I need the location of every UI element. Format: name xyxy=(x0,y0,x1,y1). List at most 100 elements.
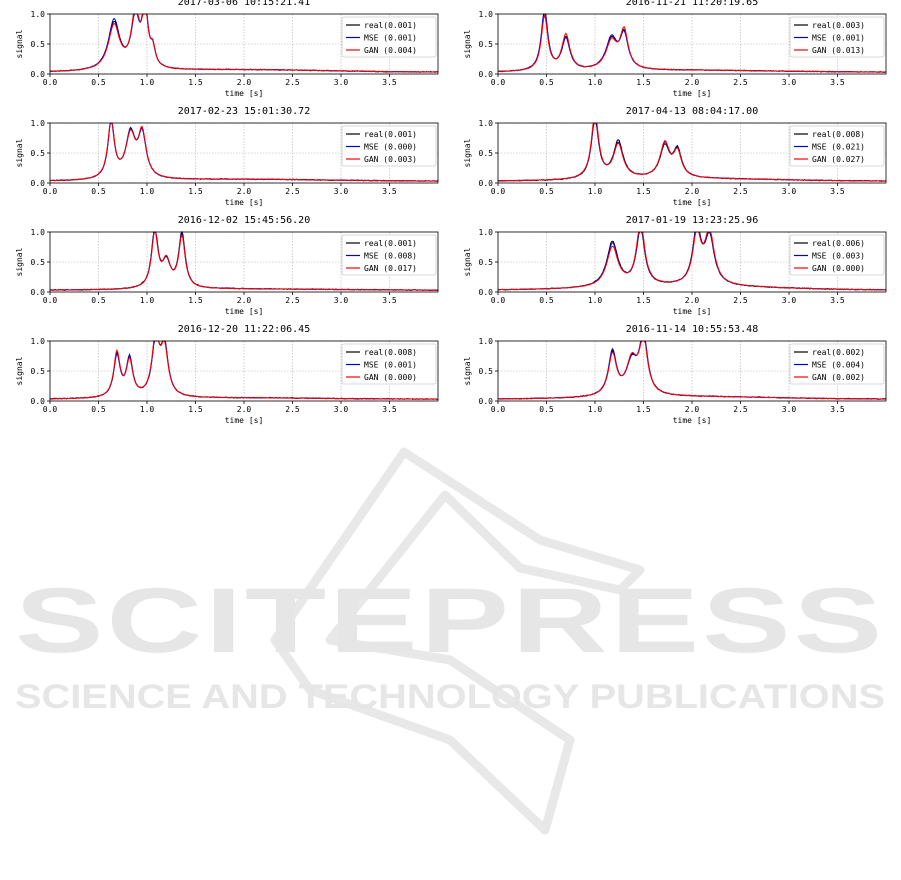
legend-label-mse: MSE (0.008) xyxy=(364,252,417,261)
x-tick-label: 1.5 xyxy=(188,296,203,305)
y-tick-label: 0.5 xyxy=(31,40,46,49)
x-tick-label: 1.0 xyxy=(140,187,155,196)
x-tick-label: 0.5 xyxy=(91,187,106,196)
y-tick-label: 1.0 xyxy=(31,337,46,346)
series-line-gan xyxy=(49,122,439,182)
chart-grid: 2017-03-06 10:15:21.41 0.0 0.5 1.0 1.5 2.0 2.5… xyxy=(0,0,898,437)
y-tick-label: 0.0 xyxy=(479,179,494,188)
legend-label-real: real(0.006) xyxy=(812,239,865,248)
x-tick-label: 2.5 xyxy=(285,187,300,196)
chart-panel: 2016-11-14 10:55:53.48 0.0 0.5 1.0 1.5 2.0 2.5… xyxy=(448,324,898,437)
y-axis-label: signal xyxy=(15,247,24,276)
chart-svg: 0.0 0.5 1.0 1.5 2.0 2.5 3.0 3.5 0.0 0.5 1.0 time [s… xyxy=(15,10,439,98)
legend-label-real: real(0.008) xyxy=(364,348,417,357)
chart-svg: 0.0 0.5 1.0 1.5 2.0 2.5 3.0 3.5 0.0 0.5 1.0 time [s… xyxy=(463,337,887,425)
x-tick-label: 1.5 xyxy=(188,187,203,196)
x-tick-label: 0.5 xyxy=(91,296,106,305)
x-tick-label: 0.0 xyxy=(43,78,58,87)
x-axis-label: time [s] xyxy=(225,198,264,207)
x-axis-label: time [s] xyxy=(673,198,712,207)
y-axis-label: signal xyxy=(463,138,472,167)
x-tick-label: 1.0 xyxy=(140,405,155,414)
x-tick-label: 1.5 xyxy=(188,405,203,414)
x-tick-label: 2.0 xyxy=(237,187,252,196)
legend-label-gan: GAN (0.027) xyxy=(812,155,865,164)
x-tick-label: 2.0 xyxy=(237,296,252,305)
x-tick-label: 1.5 xyxy=(636,78,651,87)
y-tick-label: 1.0 xyxy=(31,10,46,19)
y-axis-label: signal xyxy=(463,29,472,58)
x-tick-label: 3.0 xyxy=(334,296,349,305)
x-axis-label: time [s] xyxy=(225,89,264,98)
legend-label-gan: GAN (0.003) xyxy=(364,155,417,164)
y-axis-label: signal xyxy=(463,247,472,276)
legend-label-gan: GAN (0.000) xyxy=(364,373,417,382)
legend-label-real: real(0.002) xyxy=(812,348,865,357)
legend-box xyxy=(341,16,437,58)
chart-panel: 2016-11-21 11:20:19.65 0.0 0.5 1.0 1.5 2.0 2.5… xyxy=(448,0,898,110)
x-tick-label: 1.5 xyxy=(636,187,651,196)
x-axis-label: time [s] xyxy=(673,307,712,316)
legend-label-real: real(0.001) xyxy=(364,130,417,139)
sitepress-watermark: SCITEPRESS SCIENCE AND TECHNOLOGY PUBLIC… xyxy=(15,447,885,835)
x-tick-label: 1.5 xyxy=(188,78,203,87)
y-tick-label: 0.5 xyxy=(479,149,494,158)
x-tick-label: 3.5 xyxy=(382,78,397,87)
y-tick-label: 0.0 xyxy=(31,397,46,406)
x-tick-label: 1.0 xyxy=(588,405,603,414)
x-axis-label: time [s] xyxy=(673,89,712,98)
y-tick-label: 0.0 xyxy=(31,70,46,79)
chart-panel: 2017-01-19 13:23:25.96 0.0 0.5 1.0 1.5 2.0 2.5… xyxy=(448,215,898,328)
x-axis-label: time [s] xyxy=(673,416,712,425)
x-tick-label: 3.0 xyxy=(782,187,797,196)
y-tick-label: 1.0 xyxy=(479,228,494,237)
legend-label-gan: GAN (0.004) xyxy=(364,46,417,55)
x-tick-label: 3.0 xyxy=(782,405,797,414)
series-line-gan xyxy=(497,122,887,182)
legend-label-mse: MSE (0.001) xyxy=(812,34,865,43)
x-tick-label: 1.0 xyxy=(588,78,603,87)
x-tick-label: 0.0 xyxy=(43,405,58,414)
y-tick-label: 1.0 xyxy=(479,337,494,346)
y-tick-label: 0.5 xyxy=(31,367,46,376)
x-tick-label: 3.0 xyxy=(782,296,797,305)
x-tick-label: 2.0 xyxy=(685,187,700,196)
x-tick-label: 1.0 xyxy=(140,296,155,305)
series-line-gan xyxy=(497,340,887,400)
y-tick-label: 0.0 xyxy=(479,70,494,79)
x-tick-label: 1.5 xyxy=(636,296,651,305)
legend-label-mse: MSE (0.021) xyxy=(812,143,865,152)
legend-label-real: real(0.008) xyxy=(812,130,865,139)
x-tick-label: 2.0 xyxy=(685,405,700,414)
y-tick-label: 1.0 xyxy=(479,119,494,128)
x-tick-label: 3.0 xyxy=(782,78,797,87)
legend-box xyxy=(789,125,885,167)
legend-box xyxy=(341,234,437,276)
y-axis-label: signal xyxy=(15,138,24,167)
x-tick-label: 2.0 xyxy=(237,405,252,414)
y-tick-label: 1.0 xyxy=(479,10,494,19)
chart-panel: 2016-12-20 11:22:06.45 0.0 0.5 1.0 1.5 2.0 2.5… xyxy=(0,324,450,437)
y-axis-label: signal xyxy=(15,356,24,385)
legend-label-mse: MSE (0.004) xyxy=(812,361,865,370)
series-line-gan xyxy=(497,231,887,291)
chart-panel: 2017-02-23 15:01:30.72 0.0 0.5 1.0 1.5 2.0 2.5… xyxy=(0,106,450,219)
chart-svg: 0.0 0.5 1.0 1.5 2.0 2.5 3.0 3.5 0.0 0.5 1.0 time [s… xyxy=(15,337,439,425)
series-line-gan xyxy=(49,340,439,400)
x-tick-label: 1.0 xyxy=(588,187,603,196)
x-tick-label: 0.5 xyxy=(91,78,106,87)
x-tick-label: 2.5 xyxy=(733,296,748,305)
y-tick-label: 0.5 xyxy=(479,367,494,376)
x-tick-label: 2.5 xyxy=(733,405,748,414)
legend-box xyxy=(789,16,885,58)
x-tick-label: 0.0 xyxy=(43,296,58,305)
x-tick-label: 3.5 xyxy=(830,187,845,196)
series-line-gan xyxy=(49,13,439,73)
x-tick-label: 1.5 xyxy=(636,405,651,414)
legend-label-real: real(0.001) xyxy=(364,21,417,30)
x-tick-label: 1.0 xyxy=(140,78,155,87)
x-axis-label: time [s] xyxy=(225,416,264,425)
watermark-title: SCITEPRESS xyxy=(15,570,885,672)
chart-panel: 2017-04-13 08:04:17.00 0.0 0.5 1.0 1.5 2.0 2.5… xyxy=(448,106,898,219)
chart-title: 2017-02-23 15:01:30.72 xyxy=(177,106,311,117)
